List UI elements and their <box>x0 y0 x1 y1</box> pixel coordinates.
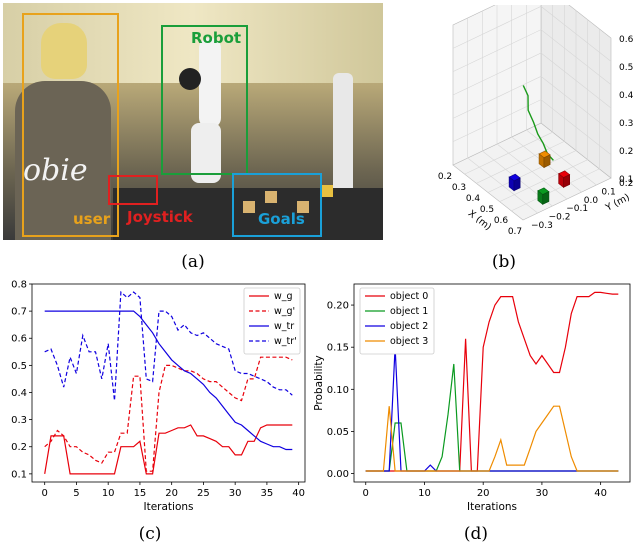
photo-panel: obie user Robot Joystick Goals <box>3 3 383 240</box>
chart-b-3d: 0.20.30.40.50.60.7X (m)0.20.10.0−0.1−0.2… <box>438 5 634 237</box>
x-tick-label: 0.4 <box>466 194 481 204</box>
y-tick-label: 0.00 <box>327 469 349 480</box>
x-tick-label: 40 <box>594 488 607 499</box>
goals-bbox <box>232 173 322 237</box>
y-tick-label: 0.3 <box>11 415 27 426</box>
chart-d: 0 10 20 30 40 0.00 0.05 0.10 0.15 0.20 Iterations P… <box>313 283 631 513</box>
x-tick-label: 0.7 <box>508 227 522 237</box>
z-tick-label: 0.6 <box>619 35 634 45</box>
x-tick-label: 35 <box>261 488 274 499</box>
x-tick-label: 40 <box>292 488 305 499</box>
x-axis-label: Iterations <box>467 501 517 513</box>
y-tick-label: 0.0 <box>584 196 599 206</box>
plot-frame <box>353 283 631 483</box>
y-tick-label: 0.1 <box>11 469 27 480</box>
y-axis-label: Probability <box>313 355 325 411</box>
goal-box <box>297 201 309 213</box>
z-tick-label: 0.4 <box>619 91 634 101</box>
cube-side <box>513 177 521 192</box>
series-line-object-1 <box>365 363 619 472</box>
legend-box <box>359 287 435 355</box>
series-line-object-2 <box>365 347 619 472</box>
person-figure: obie <box>11 23 121 240</box>
cube-side <box>543 154 551 169</box>
y-tick-label: −0.2 <box>549 213 571 223</box>
grid-line <box>526 5 597 186</box>
legend-label: w_g <box>274 291 293 302</box>
series-line-w-tr <box>44 310 293 451</box>
x-tick-label: 15 <box>134 488 147 499</box>
series-line-w-g <box>44 424 293 475</box>
y-tick-label: 0.4 <box>11 388 27 399</box>
table <box>113 188 383 240</box>
legend-label: object 0 <box>390 291 428 302</box>
y-tick-label: 0.6 <box>11 334 27 345</box>
user-bbox <box>22 13 119 237</box>
x-tick-label: 10 <box>102 488 115 499</box>
x-tick-label: 30 <box>229 488 242 499</box>
plot-frame <box>31 283 306 483</box>
goals-label: Goals <box>258 210 305 228</box>
robot-arm-secondary <box>333 73 353 223</box>
y-tick-label: 0.20 <box>327 301 349 312</box>
legend-label: object 2 <box>390 321 428 332</box>
legend-label: object 1 <box>390 306 428 317</box>
caption-a: (a) <box>181 252 205 272</box>
z-tick-label: 0.3 <box>619 119 633 129</box>
z-tick-label: 0.1 <box>619 175 633 185</box>
y-tick-label: 0.10 <box>327 385 349 396</box>
x-tick-label: 0.3 <box>452 183 466 193</box>
x-tick-label: 20 <box>165 488 178 499</box>
x-tick-label: 0.2 <box>438 172 452 182</box>
series-line-w-g- <box>44 356 293 472</box>
grid-line <box>452 5 612 62</box>
series-line-object-3 <box>365 405 619 472</box>
x-tick-label: 5 <box>73 488 79 499</box>
caption-c: (c) <box>138 524 162 544</box>
user-label: user <box>73 210 111 228</box>
z-tick-label: 0.5 <box>619 63 633 73</box>
series-line-w-tr- <box>44 290 293 401</box>
y-tick-label: 0.15 <box>327 343 349 354</box>
x-tick-label: 0 <box>42 488 48 499</box>
x-tick-label: 20 <box>477 488 490 499</box>
x-tick-label: 0.6 <box>494 216 509 226</box>
joystick-label: Joystick <box>127 208 193 226</box>
cube-side <box>563 174 570 188</box>
x-tick-label: 10 <box>418 488 431 499</box>
robot-label: Robot <box>191 29 242 47</box>
y-tick-label: 0.05 <box>327 427 349 438</box>
goal-box <box>265 191 277 203</box>
y-tick-label: 0.5 <box>11 361 27 372</box>
x-axis-label: Iterations <box>143 501 193 513</box>
y-tick-label: 0.2 <box>619 179 633 189</box>
hoodie-text: obie <box>23 153 88 188</box>
goal-box <box>321 185 333 197</box>
chart-c: 0 5 10 15 20 25 30 35 40 0.1 0.2 0.3 0.4 0.5 0.6 0.7 0.8… <box>11 280 306 513</box>
x-tick-label: 25 <box>197 488 210 499</box>
z-tick-label: 0.2 <box>619 147 633 157</box>
legend-label: w_g' <box>274 306 295 317</box>
legend-label: object 3 <box>390 336 428 347</box>
legend-label: w_tr <box>274 321 294 332</box>
y-tick-label: 0.8 <box>11 280 27 291</box>
legend-box <box>243 287 301 355</box>
y-tick-label: −0.1 <box>566 204 588 214</box>
x-tick-label: 30 <box>536 488 549 499</box>
x-tick-label: 0.5 <box>480 205 494 215</box>
y-tick-label: 0.7 <box>11 307 27 318</box>
grid-line <box>452 29 612 85</box>
legend-label: w_tr' <box>274 336 297 347</box>
robot-bbox <box>161 25 248 175</box>
caption-d: (d) <box>463 524 489 544</box>
y-tick-label: −0.3 <box>531 221 553 231</box>
y-tick-label: 0.2 <box>11 442 27 453</box>
y-tick-label: 0.1 <box>601 187 615 197</box>
caption-b: (b) <box>491 252 517 272</box>
joystick-bbox <box>108 175 158 205</box>
goal-box <box>243 201 255 213</box>
x-tick-label: 0 <box>363 488 369 499</box>
cube-side <box>542 191 550 205</box>
